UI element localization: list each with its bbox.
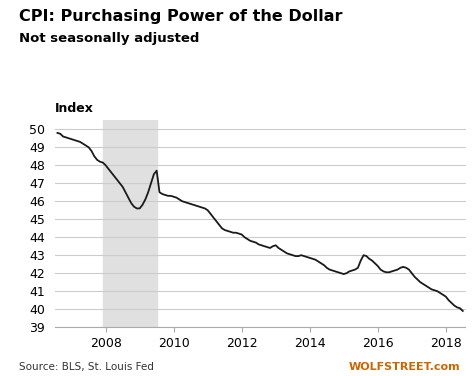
Bar — [103, 120, 157, 327]
Text: WOLFSTREET.com: WOLFSTREET.com — [349, 362, 461, 372]
Text: CPI: Purchasing Power of the Dollar: CPI: Purchasing Power of the Dollar — [19, 9, 342, 24]
Text: Not seasonally adjusted: Not seasonally adjusted — [19, 32, 200, 45]
Text: Source: BLS, St. Louis Fed: Source: BLS, St. Louis Fed — [19, 362, 154, 372]
Text: Index: Index — [55, 102, 94, 115]
